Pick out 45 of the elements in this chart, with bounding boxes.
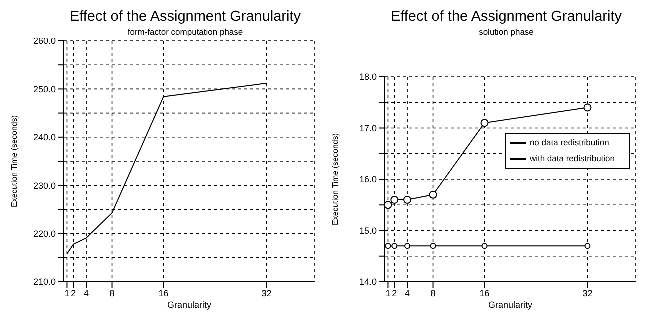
legend-label: no data redistribution bbox=[530, 137, 610, 148]
point bbox=[480, 119, 489, 128]
point bbox=[392, 243, 398, 250]
chart-title: Effect of the Assignment Granularity bbox=[68, 8, 302, 26]
x-axis-title: Granularity bbox=[488, 300, 534, 310]
y-tick-label: 230.0 bbox=[33, 180, 56, 191]
x-tick-label: 32 bbox=[582, 288, 593, 298]
x-tick-label: 1 bbox=[386, 288, 391, 298]
x-tick-label: 4 bbox=[84, 288, 90, 298]
x-tick-label: 1 bbox=[64, 288, 70, 298]
y-tick-label: 16.0 bbox=[359, 174, 377, 185]
legend-label: with data redistribution bbox=[530, 153, 615, 164]
point bbox=[390, 196, 399, 204]
y-tick-label: 18.0 bbox=[359, 72, 377, 82]
x-tick-label: 2 bbox=[392, 288, 398, 298]
y-tick-label: 220.0 bbox=[33, 228, 56, 239]
x-tick-label: 4 bbox=[405, 288, 410, 298]
x-axis-title: Granularity bbox=[167, 300, 212, 310]
y-tick-label: 15.0 bbox=[359, 226, 377, 236]
point bbox=[385, 201, 392, 210]
y-axis-title: Execution Time (seconds) bbox=[10, 115, 19, 208]
point bbox=[430, 243, 436, 250]
y-axis-title: Execution Time (seconds) bbox=[330, 133, 340, 226]
x-tick-label: 8 bbox=[110, 288, 115, 298]
point bbox=[385, 243, 392, 250]
y-tick-label: 14.0 bbox=[359, 277, 377, 288]
point bbox=[404, 196, 412, 204]
point bbox=[429, 190, 438, 199]
point bbox=[584, 243, 591, 250]
point bbox=[404, 243, 411, 250]
y-tick-label: 240.0 bbox=[33, 132, 56, 143]
y-tick-label: 210.0 bbox=[33, 277, 56, 288]
chart-subtitle: form-factor computation phase bbox=[126, 26, 244, 38]
y-tick-label: 17.0 bbox=[359, 123, 377, 134]
point bbox=[482, 243, 488, 250]
point bbox=[584, 104, 592, 112]
x-tick-label: 8 bbox=[430, 288, 436, 298]
x-tick-label: 16 bbox=[158, 288, 169, 298]
x-tick-label: 16 bbox=[480, 288, 490, 298]
x-tick-label: 32 bbox=[262, 288, 272, 298]
y-tick-label: 250.0 bbox=[33, 84, 56, 94]
chart-subtitle: solution phase bbox=[478, 26, 535, 38]
x-tick-label: 2 bbox=[71, 288, 76, 298]
y-tick-label: 260.0 bbox=[33, 36, 56, 46]
chart-title: Effect of the Assignment Granularity bbox=[390, 8, 624, 26]
